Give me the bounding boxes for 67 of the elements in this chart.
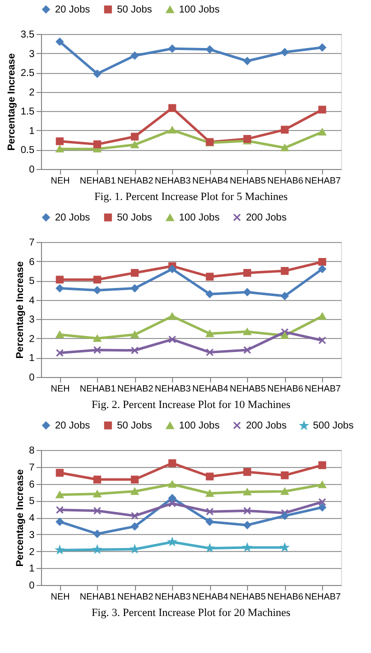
legend-label: 200 Jobs [246, 420, 287, 432]
caption: Fig. 3. Percent Increase Plot for 20 Machines [92, 607, 290, 619]
y-tick-label: 6 [28, 256, 35, 268]
y-tick-label: 8 [28, 446, 35, 456]
x-tick-label: NEHAB4 [192, 384, 228, 394]
x-tick-label: NEHAB7 [304, 592, 341, 602]
y-axis-title: Percentage Increase [14, 260, 26, 359]
legend-label: 100 Jobs [179, 212, 220, 224]
x-tick-label: NEHAB1 [80, 384, 116, 394]
x-tick-label: NEHAB5 [230, 592, 266, 602]
y-tick-label: 5 [28, 276, 35, 288]
x-tick-label: NEHAB6 [267, 384, 304, 394]
y-tick-label: 0 [28, 580, 35, 592]
x-tick-label: NEHAB2 [117, 176, 154, 186]
x-tick-label: NEHAB6 [267, 176, 304, 186]
x-tick-label: NEHAB5 [230, 176, 266, 186]
y-tick-label: 2 [28, 334, 35, 345]
x-tick-label: NEHAB1 [80, 176, 116, 186]
caption: Fig. 1. Percent Increase Plot for 5 Machines [94, 191, 288, 203]
x-tick-label: NEH [50, 176, 70, 186]
x-tick-label: NEHAB2 [117, 592, 154, 602]
x-tick-label: NEHAB3 [154, 384, 191, 394]
y-axis-title: Percentage Increase [14, 468, 26, 567]
y-tick-label: 0 [28, 372, 35, 384]
y-tick-label: 5 [28, 496, 35, 508]
x-tick-label: NEHAB1 [80, 592, 116, 602]
x-tick-label: NEH [50, 592, 70, 602]
y-tick-label: 2 [28, 87, 35, 98]
y-tick-label: 0.5 [20, 145, 35, 156]
x-tick-label: NEHAB7 [304, 384, 341, 394]
x-tick-label: NEHAB4 [192, 592, 228, 602]
y-tick-label: 7 [28, 238, 35, 248]
x-tick-label: NEHAB2 [117, 384, 154, 394]
y-tick-label: 7 [28, 462, 35, 474]
y-tick-label: 3 [28, 48, 35, 60]
y-tick-label: 2 [28, 546, 35, 558]
caption: Fig. 2. Percent Increase Plot for 10 Machines [92, 399, 290, 411]
y-tick-label: 2.5 [20, 68, 35, 80]
y-tick-label: 1 [28, 353, 35, 364]
x-tick-label: NEHAB7 [304, 176, 341, 186]
legend-label: 20 Jobs [55, 212, 90, 224]
legend-label: 200 Jobs [246, 212, 287, 224]
y-tick-label: 6 [28, 479, 35, 490]
y-axis-title: Percentage Increase [6, 52, 18, 151]
x-tick-label: NEHAB6 [267, 592, 304, 602]
y-tick-label: 4 [28, 295, 35, 306]
legend-label: 50 Jobs [117, 420, 152, 432]
y-tick-label: 1 [28, 126, 35, 137]
y-tick-label: 4 [28, 513, 35, 524]
y-tick-label: 1.5 [20, 106, 35, 118]
legend-label: 500 Jobs [313, 420, 354, 432]
y-tick-label: 3 [28, 530, 35, 541]
x-tick-label: NEHAB3 [154, 592, 191, 602]
legend-label: 50 Jobs [117, 212, 152, 224]
legend-label: 100 Jobs [179, 4, 220, 16]
y-tick-label: 0 [28, 164, 35, 176]
legend-label: 100 Jobs [179, 420, 220, 432]
x-tick-label: NEHAB4 [192, 176, 228, 186]
y-tick-label: 1 [28, 564, 35, 575]
y-tick-label: 3.5 [20, 30, 35, 40]
y-tick-label: 3 [28, 314, 35, 326]
legend-label: 20 Jobs [55, 4, 90, 16]
x-tick-label: NEH [50, 384, 70, 394]
x-tick-label: NEHAB5 [230, 384, 266, 394]
legend-label: 50 Jobs [117, 4, 152, 16]
x-tick-label: NEHAB3 [154, 176, 191, 186]
legend-label: 20 Jobs [55, 420, 90, 432]
